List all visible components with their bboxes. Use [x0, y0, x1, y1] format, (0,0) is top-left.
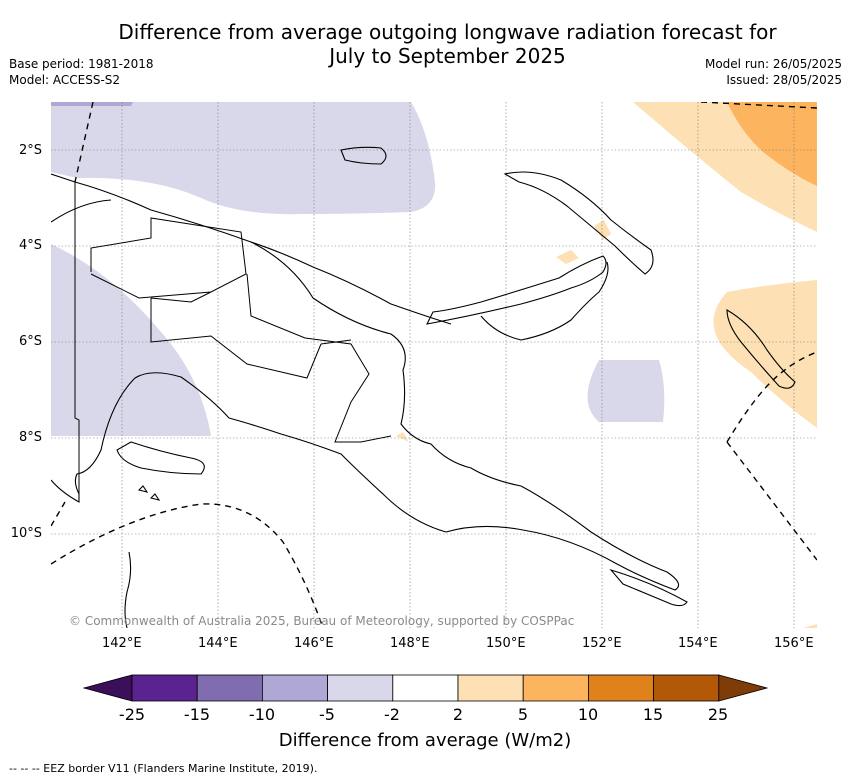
lon-tick-148e: 148°E	[390, 636, 430, 651]
colorbar	[82, 674, 768, 702]
lon-tick-142e: 142°E	[102, 636, 142, 651]
cb-tick-10: 10	[577, 705, 599, 724]
provincial-borders	[90, 217, 392, 443]
cb-tick-25: 25	[707, 705, 729, 724]
positive-anomaly-small-3	[396, 432, 409, 442]
model-run-label: Model run: 26/05/2025	[704, 57, 842, 71]
issued-label: Issued: 28/05/2025	[726, 73, 842, 87]
lat-tick-2s: 2°S	[18, 143, 42, 158]
png-indonesia-border	[74, 182, 80, 494]
eez-southwest	[51, 503, 324, 628]
positive-anomaly-east	[713, 280, 817, 428]
colorbar-extension-low	[82, 674, 133, 702]
torres-strait-islands	[137, 485, 161, 501]
negative-anomaly-north	[51, 102, 436, 215]
new-britain	[426, 255, 607, 325]
chart-title: Difference from average outgoing longwav…	[60, 20, 835, 68]
cb-tick-minus5: -5	[319, 705, 335, 724]
lon-tick-146e: 146°E	[294, 636, 334, 651]
colorbar-segment-4	[327, 674, 394, 702]
negative-anomaly-solomon-sea	[587, 360, 665, 422]
eez-west-south	[51, 501, 66, 527]
colorbar-segment-3	[261, 674, 328, 702]
cb-tick-minus2: -2	[384, 705, 400, 724]
right-meta: Model run: 26/05/2025 Issued: 28/05/2025	[705, 56, 842, 88]
credit-text: © Commonwealth of Australia 2025, Bureau…	[69, 614, 575, 628]
lon-tick-150e: 150°E	[486, 636, 526, 651]
eez-southeast	[726, 351, 817, 443]
lat-tick-6s: 6°S	[18, 334, 42, 349]
cb-tick-15: 15	[642, 705, 664, 724]
lat-tick-4s: 4°S	[18, 238, 42, 253]
lon-tick-156e: 156°E	[774, 636, 814, 651]
lat-tick-10s: 10°S	[10, 526, 42, 541]
cb-tick-minus15: -15	[183, 705, 211, 724]
cb-tick-2: 2	[452, 705, 464, 724]
eez-west-north	[74, 102, 94, 183]
cape-york-peninsula	[124, 551, 132, 628]
positive-anomaly-corner	[803, 624, 817, 628]
colorbar-segment-7	[522, 674, 589, 702]
colorbar-segment-6	[457, 674, 524, 702]
base-period-label: Base period: 1981-2018	[9, 57, 154, 71]
eez-borders	[51, 102, 817, 628]
colorbar-segment-8	[587, 674, 654, 702]
new-guinea-coast	[51, 173, 680, 591]
negative-anomaly-west	[51, 244, 211, 436]
manus-island	[340, 146, 387, 165]
cb-tick-minus25: -25	[118, 705, 146, 724]
colorbar-title: Difference from average (W/m2)	[278, 730, 572, 751]
north-coast-detail	[250, 241, 452, 325]
huon-gulf	[480, 261, 609, 341]
eez-northeast	[700, 102, 817, 109]
borders	[74, 182, 392, 494]
new-ireland	[503, 171, 654, 275]
eez-east-lower	[726, 441, 817, 561]
bougainville	[726, 309, 796, 389]
coastlines	[51, 146, 796, 628]
colorbar-segment-9	[653, 674, 720, 702]
left-meta: Base period: 1981-2018 Model: ACCESS-S2	[9, 56, 154, 88]
lon-tick-152e: 152°E	[582, 636, 622, 651]
title-line-2: July to September 2025	[329, 44, 566, 68]
colorbar-segment-1	[131, 674, 198, 702]
positive-anomaly-small-1	[556, 250, 579, 264]
map-panel	[51, 102, 817, 628]
title-line-1: Difference from average outgoing longwav…	[118, 20, 777, 44]
colorbar-extension-high	[718, 674, 768, 702]
lon-tick-144e: 144°E	[198, 636, 238, 651]
west-new-guinea-coast	[51, 199, 112, 223]
positive-anomaly-northeast-strong	[727, 102, 817, 186]
graticule	[51, 102, 817, 628]
model-label: Model: ACCESS-S2	[9, 73, 121, 87]
south-coast-west	[116, 441, 205, 475]
colorbar-segment-5	[392, 674, 459, 702]
louisiade-archipelago	[609, 568, 688, 607]
cb-tick-minus10: -10	[248, 705, 276, 724]
positive-anomaly-small-2	[594, 220, 611, 240]
colorbar-segment-2	[196, 674, 263, 702]
lon-tick-154e: 154°E	[678, 636, 718, 651]
anomaly-shading	[51, 102, 817, 628]
cb-tick-5: 5	[517, 705, 529, 724]
lat-tick-8s: 8°S	[18, 430, 42, 445]
eez-footnote: -- -- -- EEZ border V11 (Flanders Marine…	[9, 762, 318, 775]
